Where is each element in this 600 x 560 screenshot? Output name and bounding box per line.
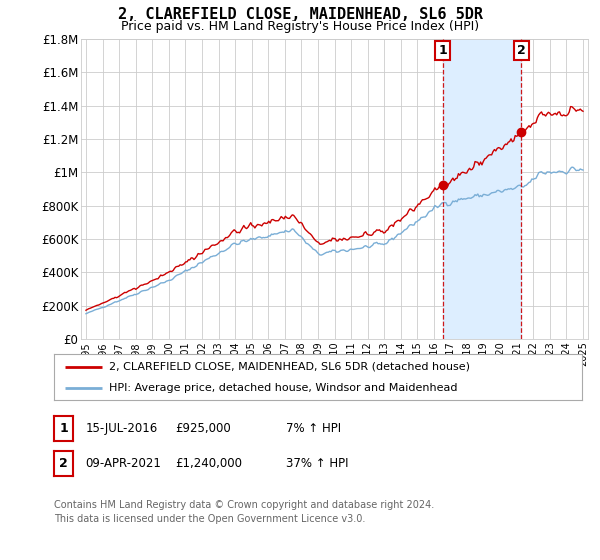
Text: HPI: Average price, detached house, Windsor and Maidenhead: HPI: Average price, detached house, Wind… — [109, 383, 458, 393]
Text: 2, CLAREFIELD CLOSE, MAIDENHEAD, SL6 5DR: 2, CLAREFIELD CLOSE, MAIDENHEAD, SL6 5DR — [118, 7, 482, 22]
Text: 2, CLAREFIELD CLOSE, MAIDENHEAD, SL6 5DR (detached house): 2, CLAREFIELD CLOSE, MAIDENHEAD, SL6 5DR… — [109, 362, 470, 372]
Text: 2: 2 — [517, 44, 526, 57]
Bar — [443, 39, 521, 339]
Text: 7% ↑ HPI: 7% ↑ HPI — [286, 422, 341, 435]
Text: 37% ↑ HPI: 37% ↑ HPI — [286, 457, 349, 470]
Text: This data is licensed under the Open Government Licence v3.0.: This data is licensed under the Open Gov… — [54, 514, 365, 524]
Text: £925,000: £925,000 — [175, 422, 231, 435]
Text: 15-JUL-2016: 15-JUL-2016 — [85, 422, 157, 435]
Text: 2: 2 — [59, 457, 68, 470]
Text: Price paid vs. HM Land Registry's House Price Index (HPI): Price paid vs. HM Land Registry's House … — [121, 20, 479, 33]
Text: £1,240,000: £1,240,000 — [175, 457, 242, 470]
Text: Contains HM Land Registry data © Crown copyright and database right 2024.: Contains HM Land Registry data © Crown c… — [54, 500, 434, 510]
Text: 1: 1 — [439, 44, 447, 57]
Text: 1: 1 — [59, 422, 68, 435]
Text: 09-APR-2021: 09-APR-2021 — [85, 457, 161, 470]
